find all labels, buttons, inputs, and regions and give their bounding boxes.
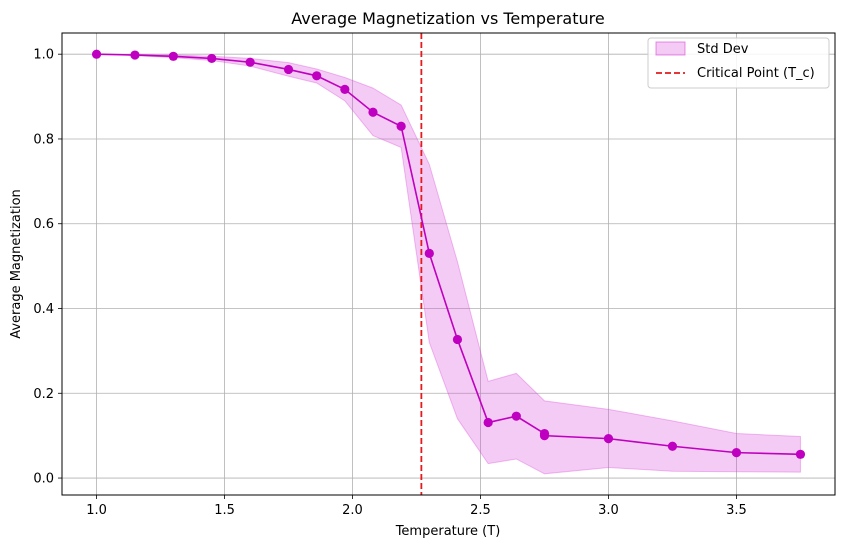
y-tick-label: 0.6 (33, 217, 54, 232)
data-point (603, 434, 614, 444)
plot-frame (61, 32, 836, 496)
std-dev-band (96, 53, 801, 475)
data-point (396, 121, 406, 131)
x-tick-label: 3.5 (726, 503, 747, 518)
y-tick-label: 1.0 (33, 48, 54, 63)
data-point (483, 417, 493, 428)
y-tick-label: 0.8 (33, 132, 54, 147)
data-point (539, 431, 550, 441)
data-point (424, 248, 434, 259)
x-tick-label: 3.0 (598, 503, 619, 518)
y-tick-label: 0.2 (33, 387, 54, 402)
x-tick-label: 1.5 (214, 503, 235, 518)
data-point (667, 441, 678, 451)
data-point (731, 448, 742, 458)
y-axis-label: Average Magnetization (9, 189, 24, 339)
chart-title: Average Magnetization vs Temperature (291, 9, 604, 28)
data-point (452, 334, 463, 345)
data-point (368, 107, 378, 117)
data-point (245, 57, 255, 67)
std-dev-area (96, 53, 801, 475)
legend-std-dev-label: Std Dev (697, 42, 749, 57)
legend-std-dev-swatch (655, 41, 686, 56)
x-tick-label: 2.0 (342, 503, 363, 518)
data-point (91, 49, 102, 59)
grid (62, 33, 835, 495)
legend-box (647, 37, 830, 89)
data-point (130, 50, 140, 60)
data-point (340, 84, 350, 94)
x-axis-label: Temperature (T) (395, 524, 501, 539)
y-tick-label: 0.0 (33, 472, 54, 487)
data-point (207, 53, 217, 64)
series-layer (91, 49, 806, 459)
data-point (168, 51, 178, 61)
x-tick-label: 1.0 (86, 503, 107, 518)
legend: Std Dev Critical Point (T_c) (647, 37, 830, 89)
x-tick-label: 2.5 (470, 503, 491, 518)
axes: 1.0 1.5 2.0 2.5 3.0 3.5 0.0 0.2 0.4 0.6 0.8 1.0 (33, 48, 746, 518)
data-point (283, 64, 294, 75)
data-point (795, 449, 806, 459)
y-tick-label: 0.4 (33, 302, 54, 317)
data-point (312, 71, 322, 81)
legend-critical-point-label: Critical Point (T_c) (697, 66, 815, 81)
data-point (511, 411, 521, 421)
series-line (96, 53, 801, 456)
